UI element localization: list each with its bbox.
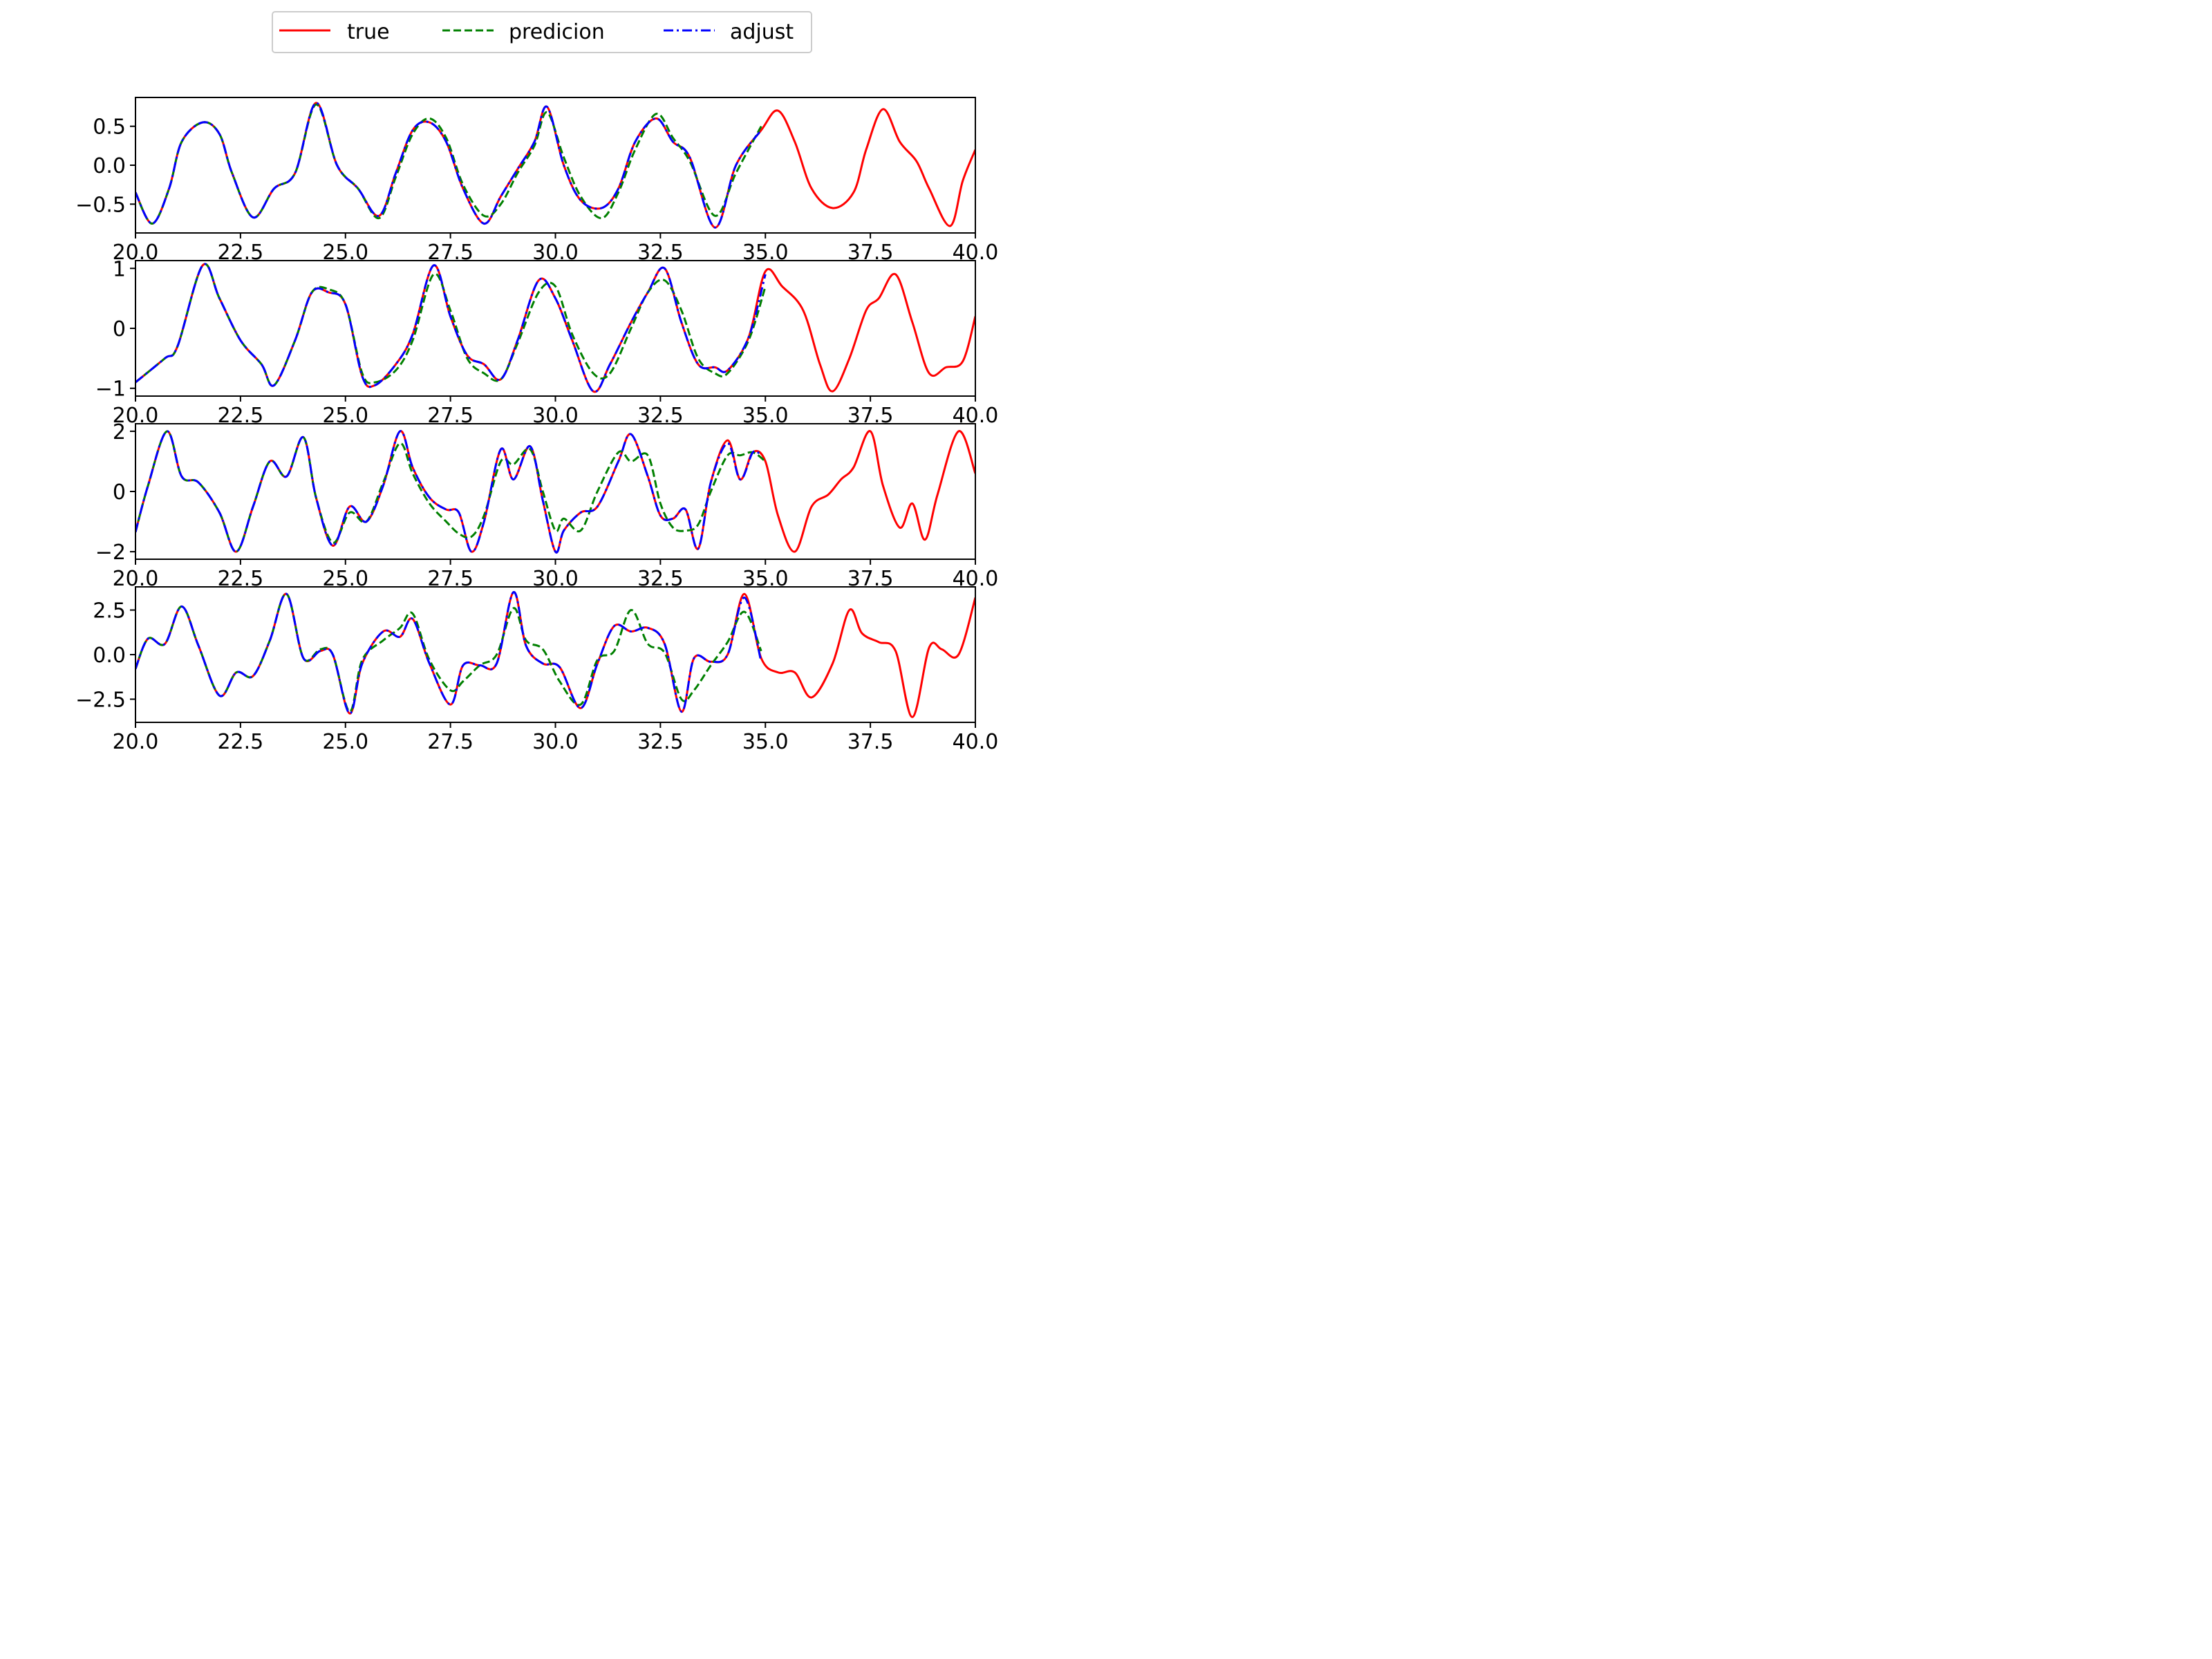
x-tick-label: 32.5 [637,730,684,754]
figure: true predicion adjust 20.0 22.5 25.0 27.5 30… [0,0,1069,802]
y-tick-label: −1 [95,377,126,402]
y-tick-label: 0.5 [93,115,126,140]
x-tick-label: 20.0 [113,730,159,754]
subplot-4: 20.0 22.5 25.0 27.5 30.0 32.5 35.0 37.5 40.0 2.5 0… [75,586,999,754]
legend-label-adjust: adjust [730,20,794,44]
series-group [135,430,975,554]
y-tick-label: 0.0 [93,154,126,178]
series-line-adjust [135,263,767,393]
x-tick-label: 22.5 [217,730,263,754]
series-line-adjust [135,430,762,554]
legend-label-predicion: predicion [509,20,605,44]
y-tick-label: −0.5 [75,193,126,217]
x-tick-label: 25.0 [322,730,368,754]
x-tick-label: 27.5 [427,730,474,754]
axes-frame [135,586,976,723]
series-line-adjust [135,591,762,715]
series-line-predicion [135,263,767,387]
y-tick-label: 0 [113,480,126,505]
y-tick-label: 0 [113,317,126,341]
y-tick-label: 1 [113,257,126,281]
subplots: 20.0 22.5 25.0 27.5 30.0 32.5 35.0 37.5 40.00.50… [75,97,998,754]
x-tick-label: 30.0 [532,730,579,754]
series-group [135,102,975,229]
axes-frame [135,260,976,397]
x-tick-label: 37.5 [847,730,894,754]
legend-box [272,11,812,53]
series-group [135,591,975,718]
x-tick-label: 40.0 [953,730,999,754]
series-group [135,263,975,393]
figure-background [0,0,1069,802]
y-tick-label: −2.5 [75,688,126,712]
axes-frame [135,423,976,560]
axes-frame [135,97,976,234]
series-line-adjust [135,102,762,229]
x-tick-label: 35.0 [742,730,789,754]
y-tick-label: 2.5 [93,599,126,624]
subplot-2: 20.0 22.5 25.0 27.5 30.0 32.5 35.0 37.5 40.010−1 [95,257,999,428]
y-tick-label: −2 [95,541,126,565]
legend-label-true: true [347,20,390,44]
y-tick-label: 2 [113,420,126,444]
legend: true predicion adjust [272,11,812,53]
y-tick-label: 0.0 [93,644,126,668]
